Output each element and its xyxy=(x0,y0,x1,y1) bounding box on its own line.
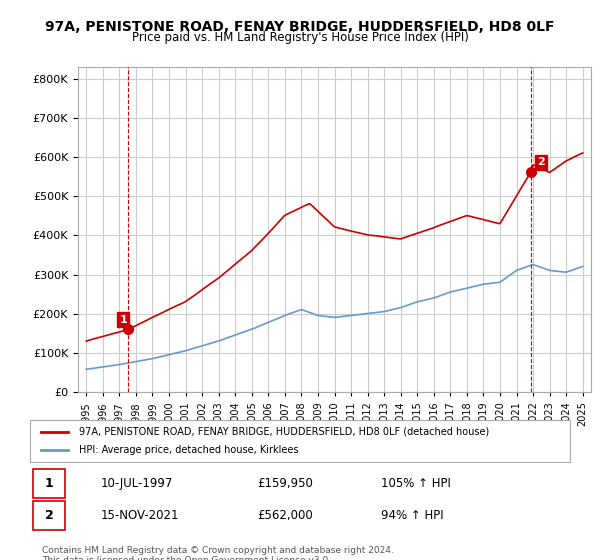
Text: Price paid vs. HM Land Registry's House Price Index (HPI): Price paid vs. HM Land Registry's House … xyxy=(131,31,469,44)
Text: HPI: Average price, detached house, Kirklees: HPI: Average price, detached house, Kirk… xyxy=(79,445,298,455)
Text: £562,000: £562,000 xyxy=(257,509,313,522)
Text: Contains HM Land Registry data © Crown copyright and database right 2024.
This d: Contains HM Land Registry data © Crown c… xyxy=(42,546,394,560)
Text: 1: 1 xyxy=(119,315,127,325)
Text: 2: 2 xyxy=(44,509,53,522)
Text: 1: 1 xyxy=(44,477,53,491)
Text: 10-JUL-1997: 10-JUL-1997 xyxy=(100,477,173,491)
Text: 94% ↑ HPI: 94% ↑ HPI xyxy=(381,509,443,522)
Text: 97A, PENISTONE ROAD, FENAY BRIDGE, HUDDERSFIELD, HD8 0LF (detached house): 97A, PENISTONE ROAD, FENAY BRIDGE, HUDDE… xyxy=(79,427,489,437)
Text: £159,950: £159,950 xyxy=(257,477,313,491)
FancyBboxPatch shape xyxy=(33,501,65,530)
Text: 2: 2 xyxy=(537,157,545,167)
Text: 15-NOV-2021: 15-NOV-2021 xyxy=(100,509,179,522)
Text: 105% ↑ HPI: 105% ↑ HPI xyxy=(381,477,451,491)
Text: 97A, PENISTONE ROAD, FENAY BRIDGE, HUDDERSFIELD, HD8 0LF: 97A, PENISTONE ROAD, FENAY BRIDGE, HUDDE… xyxy=(45,20,555,34)
FancyBboxPatch shape xyxy=(30,420,570,462)
FancyBboxPatch shape xyxy=(33,469,65,498)
